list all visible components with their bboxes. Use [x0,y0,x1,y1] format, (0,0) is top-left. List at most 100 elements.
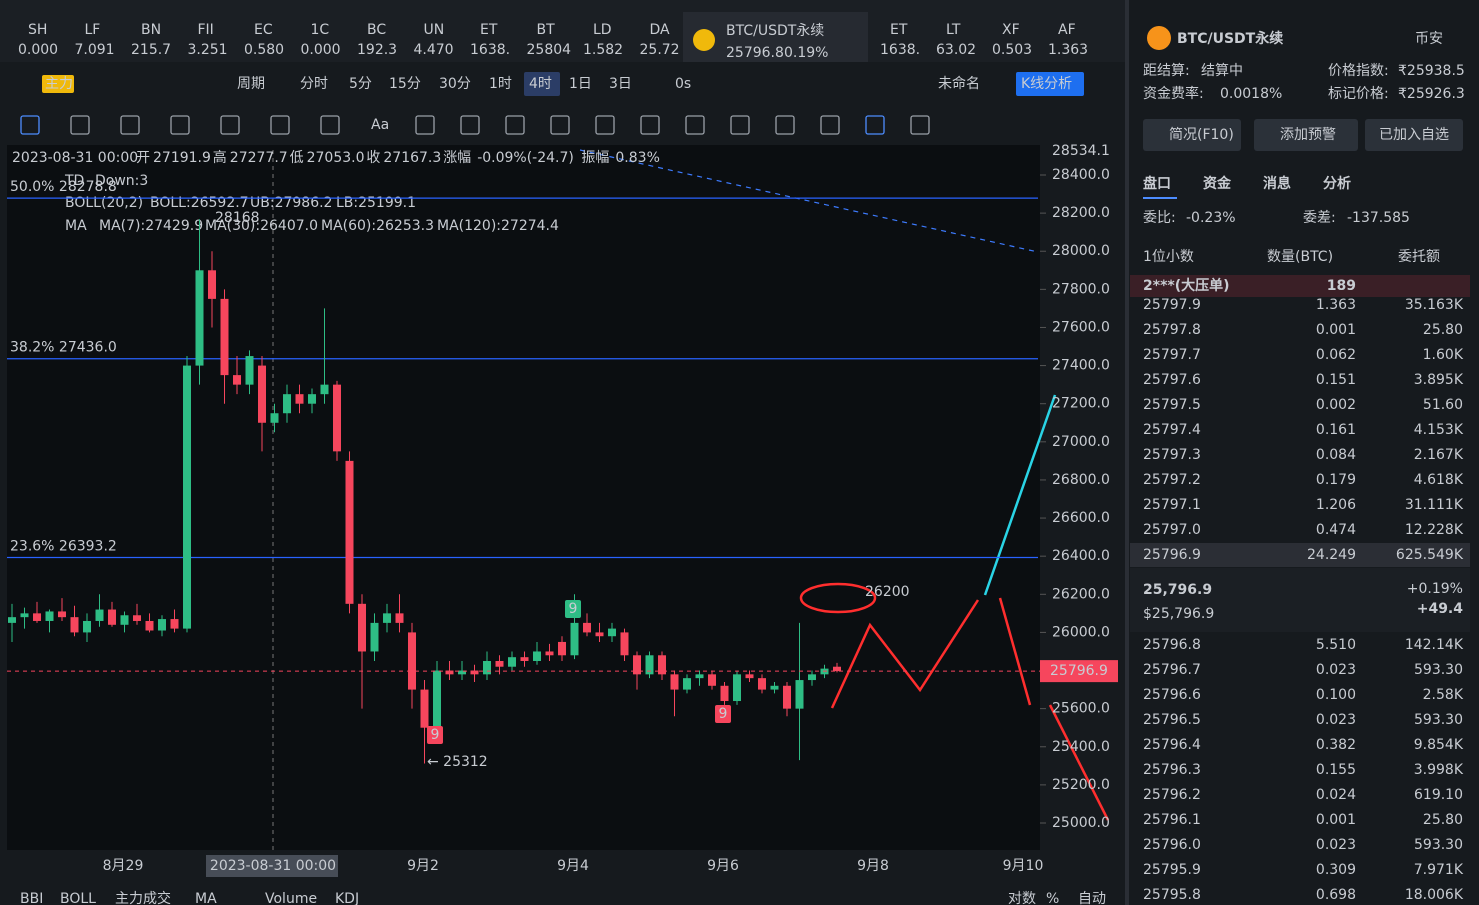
axis-option[interactable]: % [1046,891,1059,905]
td-marker [715,705,731,723]
tool-icon[interactable] [910,115,930,135]
candle-body [570,622,579,656]
tab-name[interactable]: 1C [311,22,330,38]
tool-icon[interactable] [320,115,340,135]
tool-icon[interactable] [775,115,795,135]
tool-icon[interactable] [865,115,885,135]
tab-name[interactable]: DA [650,22,671,38]
active-tab-name[interactable]: BTC/USDT永续 [726,22,824,39]
tool-icon[interactable] [685,115,705,135]
indicator-tab[interactable]: MA [195,891,217,905]
tab-name[interactable]: SH [28,22,47,38]
indicator-tab[interactable]: BBI [20,891,43,905]
indicator-tab[interactable]: 主力成交 [115,890,171,905]
candle-body [358,603,366,652]
tool-icon[interactable] [220,115,240,135]
order-qty: 1.363 [1316,297,1356,313]
tool-icon[interactable] [460,115,480,135]
candle-body [745,674,754,679]
tool-icon[interactable] [270,115,290,135]
indicator-tab[interactable]: Volume [265,891,317,905]
interval-button[interactable]: 30分 [439,76,471,92]
analysis-bg[interactable] [1016,72,1084,96]
tab-name[interactable]: LT [946,22,961,38]
info-label: 涨幅 [443,150,471,166]
tab-name[interactable]: EC [254,22,273,38]
order-price: 25795.8 [1143,887,1201,903]
panel-button-bg[interactable] [1254,119,1358,151]
candle-body [533,651,541,661]
tab-name[interactable]: XF [1002,22,1020,38]
interval-button[interactable]: 4时 [529,76,552,92]
panel-button[interactable]: 简况(F10) [1169,126,1234,143]
column-header[interactable]: 委托额 [1398,249,1440,265]
tab-name[interactable]: BC [367,22,386,38]
tool-icon[interactable] [550,115,570,135]
panel-tab[interactable]: 盘口 [1143,175,1171,192]
layout-name[interactable]: 未命名 [938,75,980,92]
tool-icon[interactable] [730,115,750,135]
interval-button[interactable]: 1时 [489,76,512,92]
tab-name[interactable]: LF [85,22,101,38]
tab-name[interactable]: LD [593,22,612,38]
order-price: 25797.4 [1143,422,1201,438]
tool-icon[interactable] [595,115,615,135]
tab-name[interactable]: UN [424,22,445,38]
interval-button[interactable]: 1日 [569,76,592,92]
interval-button[interactable]: 15分 [389,76,421,92]
tab-name[interactable]: BN [141,22,161,38]
panel-tab[interactable]: 消息 [1263,175,1291,192]
tool-icon[interactable] [120,115,140,135]
tab-name[interactable]: ET [890,22,908,38]
big-order-bg [1130,275,1470,297]
exchange[interactable]: 币安 [1415,31,1443,47]
tab-name[interactable]: AF [1058,22,1076,38]
panel-button[interactable]: 添加预警 [1280,127,1336,143]
tab-price: 1.582 [583,42,623,58]
candle-body [120,615,129,625]
main-button[interactable]: 主力 [45,76,73,92]
panel-tab[interactable]: 资金 [1203,175,1232,192]
tool-icon[interactable] [505,115,525,135]
axis-option[interactable]: 自动 [1078,891,1106,905]
order-price: 25796.7 [1143,662,1201,678]
interval-button[interactable]: 3日 [609,76,632,92]
candle-body [508,657,516,667]
analysis-button[interactable]: K线分析 [1021,76,1072,92]
text-tool[interactable]: Aa [371,117,389,133]
axis-option[interactable]: 对数 [1008,891,1036,905]
column-header[interactable]: 数量(BTC) [1267,249,1333,265]
panel-button-bg[interactable] [1143,119,1241,151]
order-qty: 0.062 [1316,347,1356,363]
candle-body [233,375,241,385]
indicator-tab[interactable]: KDJ [335,891,359,905]
tab-price: 1638. [880,42,920,58]
tool-icon[interactable] [820,115,840,135]
tool-icon[interactable] [70,115,90,135]
interval-button[interactable]: 分时 [300,76,328,92]
candle-body [470,670,479,675]
y-tick-label: 27400.0 [1052,358,1110,374]
candle-body [795,680,804,709]
main-badge[interactable] [42,75,74,93]
tool-icon[interactable] [20,115,40,135]
panel-button[interactable]: 已加入自选 [1379,127,1449,143]
tab-name[interactable]: ET [480,22,498,38]
tool-icon[interactable] [640,115,660,135]
candle-body [295,394,304,404]
tool-icon[interactable] [415,115,435,135]
candle-body [258,365,266,423]
column-header[interactable]: 1位小数 [1143,249,1194,265]
tab-name[interactable]: FII [198,22,214,38]
indicator-tab[interactable]: BOLL [60,891,96,905]
panel-button-bg[interactable] [1365,119,1463,151]
period-button[interactable]: 周期 [237,76,265,92]
candle-body [383,613,391,623]
tab-name[interactable]: BT [537,22,556,38]
panel-tab[interactable]: 分析 [1323,175,1351,192]
candle-body [770,685,779,690]
candle-body [370,622,379,652]
y-tick-label: 27200.0 [1052,396,1110,412]
tool-icon[interactable] [170,115,190,135]
interval-button[interactable]: 5分 [349,76,372,92]
